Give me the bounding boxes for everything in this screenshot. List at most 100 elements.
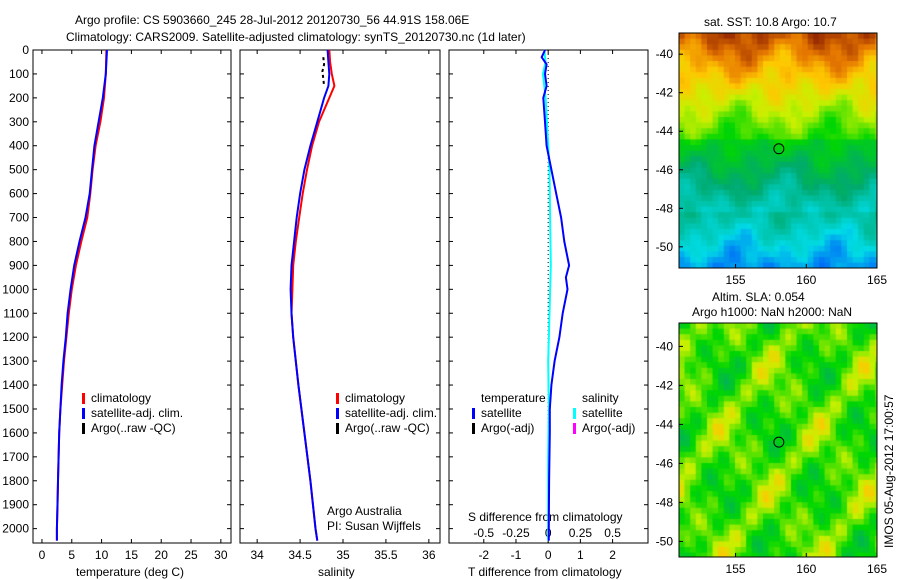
y-tick-label: 700 <box>9 211 29 225</box>
legend-label: satellite <box>481 406 522 420</box>
legend-group-title: salinity <box>582 391 619 405</box>
salinity-diff-satellite-line <box>541 49 552 541</box>
legend-swatch <box>82 393 85 404</box>
legend-label: Argo(..raw -QC) <box>91 421 176 435</box>
x-tick-label: 165 <box>867 562 887 576</box>
y-tick-label: -48 <box>656 495 674 509</box>
sla-map-title-2: Argo h1000: NaN h2000: NaN <box>692 305 852 319</box>
y-tick-label: 0 <box>22 43 29 57</box>
salinity-climatology-line <box>290 49 336 541</box>
legend-label: satellite-adj. clim. <box>91 406 183 420</box>
x-tick-label: 35.5 <box>374 548 398 562</box>
diff-x2label: S difference from climatology <box>468 510 623 524</box>
diff-xlabel: T difference from climatology <box>468 565 622 579</box>
y-tick-label: 1300 <box>2 354 29 368</box>
salinity-satellite-line <box>289 49 331 541</box>
x-tick-label: 5 <box>68 548 75 562</box>
x-tick-label: 25 <box>184 548 198 562</box>
temperature-satellite-line <box>55 49 108 541</box>
legend-swatch <box>82 423 85 434</box>
legend-label: climatology <box>91 391 151 405</box>
x2-tick-label: -0.5 <box>473 526 494 540</box>
y-tick-label: 1100 <box>3 306 29 320</box>
sst-map-title: sat. SST: 10.8 Argo: 10.7 <box>704 15 837 29</box>
y-tick-label: 1400 <box>2 378 29 392</box>
side-label: IMOS 05-Aug-2012 17:00:57 <box>882 394 896 548</box>
title-line-2: Climatology: CARS2009. Satellite-adjuste… <box>66 30 526 44</box>
legend-label: Argo(..raw -QC) <box>345 421 430 435</box>
y-tick-label: 2000 <box>2 522 29 536</box>
x-tick-label: 30 <box>214 548 228 562</box>
x-tick-label: 0 <box>545 548 552 562</box>
legend-group-title: temperature <box>481 391 546 405</box>
legend-swatch <box>472 408 475 419</box>
y-tick-label: -46 <box>656 456 674 470</box>
x-tick-label: 165 <box>867 273 887 287</box>
legend-swatch <box>573 408 576 419</box>
x2-tick-label: -0.25 <box>502 526 530 540</box>
temperature-diff-satellite-line <box>540 49 571 541</box>
sla-map-frame <box>678 322 878 558</box>
y-tick-label: 200 <box>9 91 29 105</box>
salinity-xlabel: salinity <box>318 565 355 579</box>
legend-label: satellite-adj. clim. <box>345 406 437 420</box>
x-tick-label: 160 <box>796 562 816 576</box>
y-tick-label: 1000 <box>2 282 29 296</box>
legend-label: climatology <box>345 391 405 405</box>
y-tick-label: -42 <box>656 86 674 100</box>
sst-map-frame <box>678 32 878 269</box>
x-tick-label: 36 <box>422 548 436 562</box>
x-tick-label: 160 <box>796 273 816 287</box>
legend-label: Argo(-adj) <box>582 421 635 435</box>
y-tick-label: -50 <box>656 534 674 548</box>
x-tick-label: 0 <box>39 548 46 562</box>
y-tick-label: 1800 <box>2 474 29 488</box>
x-tick-label: 155 <box>726 562 746 576</box>
x-tick-label: 10 <box>95 548 109 562</box>
x-tick-label: 15 <box>125 548 139 562</box>
y-tick-label: 100 <box>9 67 29 81</box>
salinity-axes-frame <box>239 49 441 544</box>
argo-position-marker <box>773 143 785 155</box>
y-tick-label: 300 <box>9 115 29 129</box>
y-tick-label: -50 <box>656 240 674 254</box>
x-tick-label: -1 <box>511 548 522 562</box>
legend-swatch <box>472 423 475 434</box>
y-tick-label: 1500 <box>2 402 29 416</box>
legend-swatch <box>336 423 339 434</box>
legend-swatch <box>573 423 576 434</box>
x-tick-label: 20 <box>155 548 169 562</box>
y-tick-label: -48 <box>656 201 674 215</box>
title-line-1: Argo profile: CS 5903660_245 28-Jul-2012… <box>75 13 469 27</box>
argo-position-marker <box>773 436 785 448</box>
y-tick-label: 900 <box>9 258 29 272</box>
x-tick-label: 34.5 <box>288 548 312 562</box>
y-tick-label: 800 <box>9 234 29 248</box>
x-tick-label: 1 <box>577 548 584 562</box>
sst-map-image <box>679 33 877 268</box>
x-tick-label: 2 <box>609 548 616 562</box>
y-tick-label: 500 <box>9 163 29 177</box>
y-tick-label: -44 <box>656 124 674 138</box>
annotation-line-1: Argo Australia <box>327 504 402 518</box>
sla-map-title-1: Altim. SLA: 0.054 <box>712 290 805 304</box>
temperature-axes-frame <box>32 49 232 544</box>
legend-swatch <box>336 393 339 404</box>
x-tick-label: -2 <box>478 548 489 562</box>
y-tick-label: 1700 <box>2 450 29 464</box>
y-tick-label: 400 <box>9 139 29 153</box>
y-tick-label: -46 <box>656 163 674 177</box>
legend-label: Argo(-adj) <box>481 421 534 435</box>
y-tick-label: -44 <box>656 417 674 431</box>
annotation-line-2: PI: Susan Wijffels <box>327 519 421 533</box>
x2-tick-label: 0.5 <box>604 526 621 540</box>
y-tick-label: -40 <box>656 47 674 61</box>
y-tick-label: 600 <box>9 187 29 201</box>
y-tick-label: 1600 <box>2 426 29 440</box>
y-tick-label: -40 <box>656 339 674 353</box>
y-tick-label: 1200 <box>2 330 29 344</box>
x-tick-label: 35 <box>336 548 350 562</box>
salinity-argo-line <box>321 57 326 87</box>
